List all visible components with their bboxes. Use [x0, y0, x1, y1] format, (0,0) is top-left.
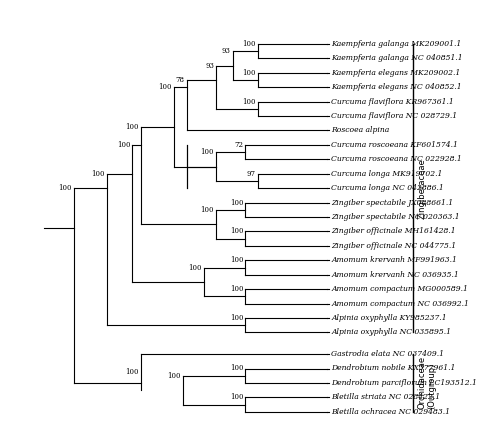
Text: Kaempferia elegans NC 040852.1: Kaempferia elegans NC 040852.1	[332, 83, 462, 91]
Text: 100: 100	[125, 368, 138, 376]
Text: 100: 100	[230, 256, 243, 264]
Text: Amomum compactum NC 036992.1: Amomum compactum NC 036992.1	[332, 299, 469, 308]
Text: 100: 100	[58, 184, 71, 192]
Text: Gastrodia elata NC 037409.1: Gastrodia elata NC 037409.1	[332, 350, 444, 358]
Text: 72: 72	[234, 141, 244, 149]
Text: 100: 100	[125, 123, 138, 131]
Text: Curcuma roscoeana KF601574.1: Curcuma roscoeana KF601574.1	[332, 141, 458, 149]
Text: 100: 100	[230, 285, 243, 293]
Text: 100: 100	[92, 170, 105, 178]
Text: 100: 100	[188, 263, 202, 272]
Text: 100: 100	[116, 141, 130, 149]
Text: Curcuma flaviflora KR967361.1: Curcuma flaviflora KR967361.1	[332, 98, 454, 105]
Text: Zingiber spectabile JX088661.1: Zingiber spectabile JX088661.1	[332, 199, 454, 207]
Text: 100: 100	[230, 393, 243, 401]
Text: 100: 100	[230, 199, 243, 207]
Text: Amomum krervanh NC 036935.1: Amomum krervanh NC 036935.1	[332, 271, 459, 279]
Text: Amomum compactum MG000589.1: Amomum compactum MG000589.1	[332, 285, 468, 293]
Text: Kaempferia galanga MK209001.1: Kaempferia galanga MK209001.1	[332, 40, 462, 48]
Text: Zingiberaceae: Zingiberaceae	[418, 158, 426, 218]
Text: 100: 100	[242, 40, 256, 48]
Text: Amomum krervanh MF991963.1: Amomum krervanh MF991963.1	[332, 256, 458, 264]
Text: Curcuma longa MK919702.1: Curcuma longa MK919702.1	[332, 170, 443, 178]
Text: Zingiber officinale MH161428.1: Zingiber officinale MH161428.1	[332, 227, 456, 235]
Text: 100: 100	[167, 372, 180, 380]
Text: Curcuma flaviflora NC 028729.1: Curcuma flaviflora NC 028729.1	[332, 112, 458, 120]
Text: 93: 93	[222, 47, 231, 55]
Text: Curcuma roscoeana NC 022928.1: Curcuma roscoeana NC 022928.1	[332, 155, 462, 163]
Text: Kaempferia elegans MK209002.1: Kaempferia elegans MK209002.1	[332, 69, 460, 77]
Text: 100: 100	[158, 83, 172, 91]
Text: 78: 78	[176, 76, 184, 84]
Text: Curcuma longa NC 042886.1: Curcuma longa NC 042886.1	[332, 184, 444, 192]
Text: Kaempferia galanga NC 040851.1: Kaempferia galanga NC 040851.1	[332, 54, 463, 62]
Text: Dendrobium parciflorum LC193512.1: Dendrobium parciflorum LC193512.1	[332, 379, 478, 387]
Text: 100: 100	[242, 69, 256, 77]
Text: Zingiber officinale NC 044775.1: Zingiber officinale NC 044775.1	[332, 242, 456, 250]
Text: 100: 100	[200, 148, 214, 156]
Text: Bletilla striata NC 028422.1: Bletilla striata NC 028422.1	[332, 393, 440, 401]
Text: 100: 100	[230, 227, 243, 235]
Text: 100: 100	[230, 314, 243, 322]
Text: Alpinia oxyphylla NC 035895.1: Alpinia oxyphylla NC 035895.1	[332, 329, 452, 336]
Text: Alpinia oxyphylla KY985237.1: Alpinia oxyphylla KY985237.1	[332, 314, 447, 322]
Text: Dendrobium nobile KX377961.1: Dendrobium nobile KX377961.1	[332, 365, 456, 372]
Text: Zingiber spectabile NC 020363.1: Zingiber spectabile NC 020363.1	[332, 213, 460, 221]
Text: 97: 97	[247, 170, 256, 178]
Text: Roscoea alpina: Roscoea alpina	[332, 126, 390, 135]
Text: 100: 100	[200, 206, 214, 214]
Text: 100: 100	[230, 365, 243, 372]
Text: Orchidaceae
(Outgroup): Orchidaceae (Outgroup)	[418, 356, 436, 410]
Text: Bletilla ochracea NC 029483.1: Bletilla ochracea NC 029483.1	[332, 408, 450, 416]
Text: 100: 100	[242, 98, 256, 105]
Text: 93: 93	[205, 62, 214, 69]
